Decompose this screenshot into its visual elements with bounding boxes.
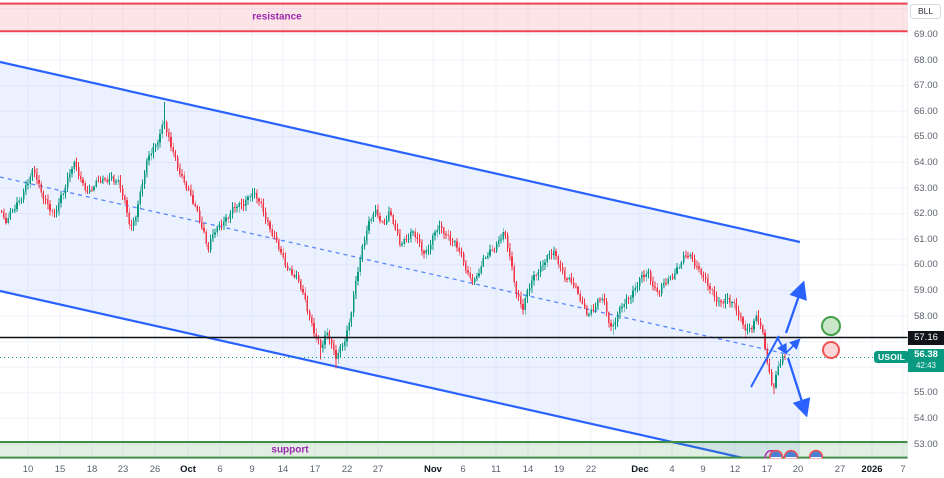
red-circle-marker[interactable] xyxy=(822,341,840,359)
bar-countdown: 42:43 xyxy=(915,361,937,371)
up-projection-arrow xyxy=(784,280,807,334)
time-tick-label: 6 xyxy=(460,464,466,475)
last-price-value: 56.38 xyxy=(914,349,938,361)
trend-channel[interactable] xyxy=(0,60,801,464)
green-circle-marker[interactable] xyxy=(821,316,841,336)
plot-area xyxy=(0,0,908,464)
time-tick-label: 7 xyxy=(900,464,906,475)
price-line-tag: 57.16 xyxy=(908,330,944,345)
price-tick-label: 67.00 xyxy=(914,80,938,92)
time-tick-label: Nov xyxy=(424,464,442,475)
time-tick-label: 2026 xyxy=(861,464,883,475)
drawing-annotations[interactable] xyxy=(750,280,811,418)
small-projection-arrow xyxy=(776,336,788,355)
gridlines xyxy=(0,0,908,459)
price-tick-label: 55.00 xyxy=(914,387,938,399)
time-tick-label: 4 xyxy=(669,464,675,475)
price-unit-button[interactable]: BLL xyxy=(910,4,941,19)
price-tick-label: 53.00 xyxy=(914,438,938,450)
channel-midline xyxy=(0,176,791,356)
price-tick-label: 61.00 xyxy=(914,233,938,245)
time-tick-label: 10 xyxy=(22,464,34,475)
price-tick-label: 62.00 xyxy=(914,208,938,220)
time-tick-label: 27 xyxy=(372,464,384,475)
time-tick-label: 11 xyxy=(491,464,501,475)
price-axis[interactable]: BLL 69.00 68.00 67.00 66.00 65.00 64.00 63.00 6… xyxy=(908,0,944,478)
time-tick-label: 9 xyxy=(700,464,706,475)
support-zone[interactable] xyxy=(0,441,908,459)
last-price-tag: 56.38 42:43 xyxy=(908,349,944,373)
price-tick-label: 59.00 xyxy=(914,284,938,296)
time-tick-label: 12 xyxy=(729,464,741,475)
time-tick-label: 6 xyxy=(217,464,223,475)
candlestick-series xyxy=(0,102,786,395)
time-tick-label: 19 xyxy=(553,464,565,475)
time-tick-label: 23 xyxy=(117,464,129,475)
time-tick-label: 27 xyxy=(834,464,846,475)
resistance-zone[interactable] xyxy=(0,2,908,33)
time-tick-label: 14 xyxy=(522,464,534,475)
time-tick-label: Oct xyxy=(180,464,196,475)
time-tick-label: 18 xyxy=(86,464,98,475)
price-tick-label: 65.00 xyxy=(914,131,938,143)
bounce-trendline xyxy=(750,335,780,388)
price-tick-label: 54.00 xyxy=(914,412,938,424)
time-tick-label: 22 xyxy=(585,464,597,475)
price-tick-label: 66.00 xyxy=(914,105,938,117)
price-tick-label: 63.00 xyxy=(914,182,938,194)
price-tick-label: 58.00 xyxy=(914,310,938,322)
small-projection-arrow xyxy=(785,338,801,354)
time-tick-label: 26 xyxy=(149,464,161,475)
time-tick-label: Dec xyxy=(631,464,649,475)
price-tick-label: 69.00 xyxy=(914,28,938,40)
time-tick-label: 9 xyxy=(249,464,255,475)
price-tick-label: 60.00 xyxy=(914,259,938,271)
time-tick-label: 20 xyxy=(792,464,804,475)
time-tick-label: 14 xyxy=(277,464,289,475)
time-tick-label: 17 xyxy=(761,464,773,475)
down-projection-arrow xyxy=(786,357,811,418)
time-axis[interactable]: 10 15 18 23 26 Oct 6 9 14 17 22 27 Nov 6 11 14 19 22 Dec 4 9… xyxy=(0,459,944,478)
time-tick-label: 22 xyxy=(341,464,353,475)
price-tick-label: 64.00 xyxy=(914,156,938,168)
price-tick-label: 68.00 xyxy=(914,54,938,66)
time-tick-label: 17 xyxy=(309,464,321,475)
symbol-label: USOIL xyxy=(874,351,909,364)
time-tick-label: 15 xyxy=(54,464,66,475)
